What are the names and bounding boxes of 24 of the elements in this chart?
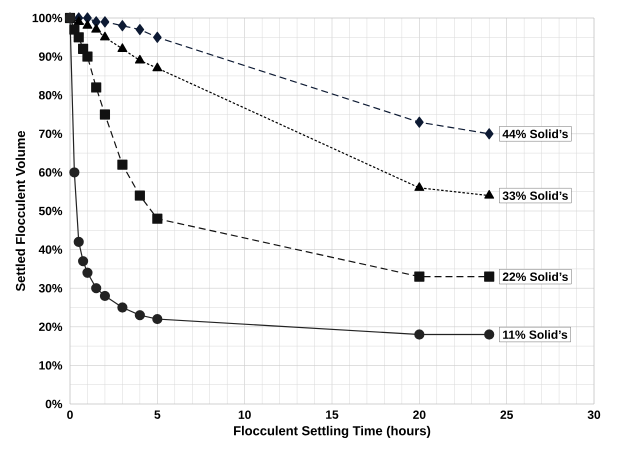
y-tick-label: 70% [39, 130, 62, 138]
x-tick-label: 0 [67, 410, 73, 419]
y-tick-label: 40% [38, 245, 62, 254]
x-tick-label: 25 [500, 410, 513, 419]
y-tick-label: 60% [39, 168, 62, 177]
y-tick-label: 20% [38, 322, 62, 332]
series-label: 33% Solid’s [502, 191, 568, 200]
series-label: 22% Solid’s [502, 272, 568, 281]
y-tick-label: 0% [46, 400, 62, 408]
x-axis-title: Flocculent Settling Time (hours) [234, 426, 430, 438]
y-tick-label: 100% [32, 14, 62, 22]
y-tick-label: 90% [38, 52, 62, 61]
y-axis-title: Settled Flocculent Volume [16, 130, 26, 292]
y-tick-label: 10% [39, 361, 62, 370]
y-tick-label: 50% [38, 206, 62, 216]
y-tick-label: 30% [38, 284, 62, 292]
series-label: 11% Solid’s [503, 330, 568, 339]
x-tick-label: 30 [588, 410, 600, 419]
x-tick-label: 5 [154, 410, 160, 419]
x-tick-label: 10 [238, 410, 251, 419]
series-label: 44% Solid’s [502, 129, 568, 138]
x-tick-label: 20 [413, 410, 426, 419]
x-tick-label: 15 [326, 410, 338, 419]
y-tick-label: 80% [38, 90, 62, 100]
